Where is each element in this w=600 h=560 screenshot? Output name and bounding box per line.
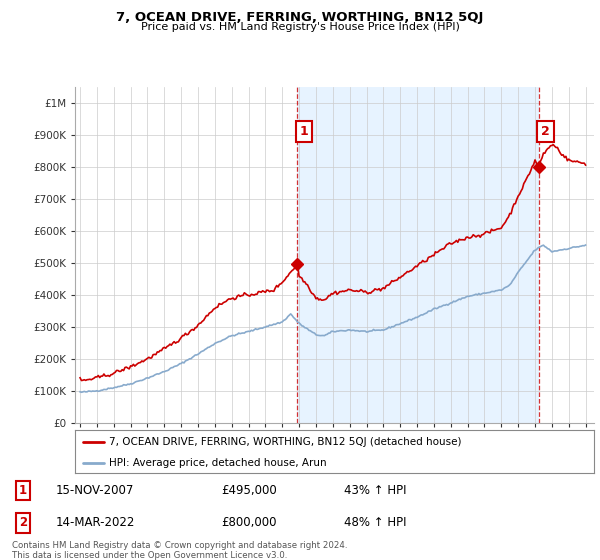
Text: 7, OCEAN DRIVE, FERRING, WORTHING, BN12 5QJ: 7, OCEAN DRIVE, FERRING, WORTHING, BN12 … <box>116 11 484 24</box>
Text: Price paid vs. HM Land Registry's House Price Index (HPI): Price paid vs. HM Land Registry's House … <box>140 22 460 32</box>
Text: £800,000: £800,000 <box>221 516 277 529</box>
Text: 15-NOV-2007: 15-NOV-2007 <box>56 484 134 497</box>
Text: 2: 2 <box>541 125 550 138</box>
Text: 7, OCEAN DRIVE, FERRING, WORTHING, BN12 5QJ (detached house): 7, OCEAN DRIVE, FERRING, WORTHING, BN12 … <box>109 437 461 447</box>
Text: £495,000: £495,000 <box>221 484 277 497</box>
Text: HPI: Average price, detached house, Arun: HPI: Average price, detached house, Arun <box>109 458 326 468</box>
Text: 2: 2 <box>19 516 27 529</box>
Text: 43% ↑ HPI: 43% ↑ HPI <box>344 484 406 497</box>
Text: Contains HM Land Registry data © Crown copyright and database right 2024.
This d: Contains HM Land Registry data © Crown c… <box>12 541 347 560</box>
Text: 1: 1 <box>19 484 27 497</box>
Text: 48% ↑ HPI: 48% ↑ HPI <box>344 516 406 529</box>
Text: 1: 1 <box>299 125 308 138</box>
Bar <box>297 87 539 423</box>
Text: 14-MAR-2022: 14-MAR-2022 <box>56 516 135 529</box>
